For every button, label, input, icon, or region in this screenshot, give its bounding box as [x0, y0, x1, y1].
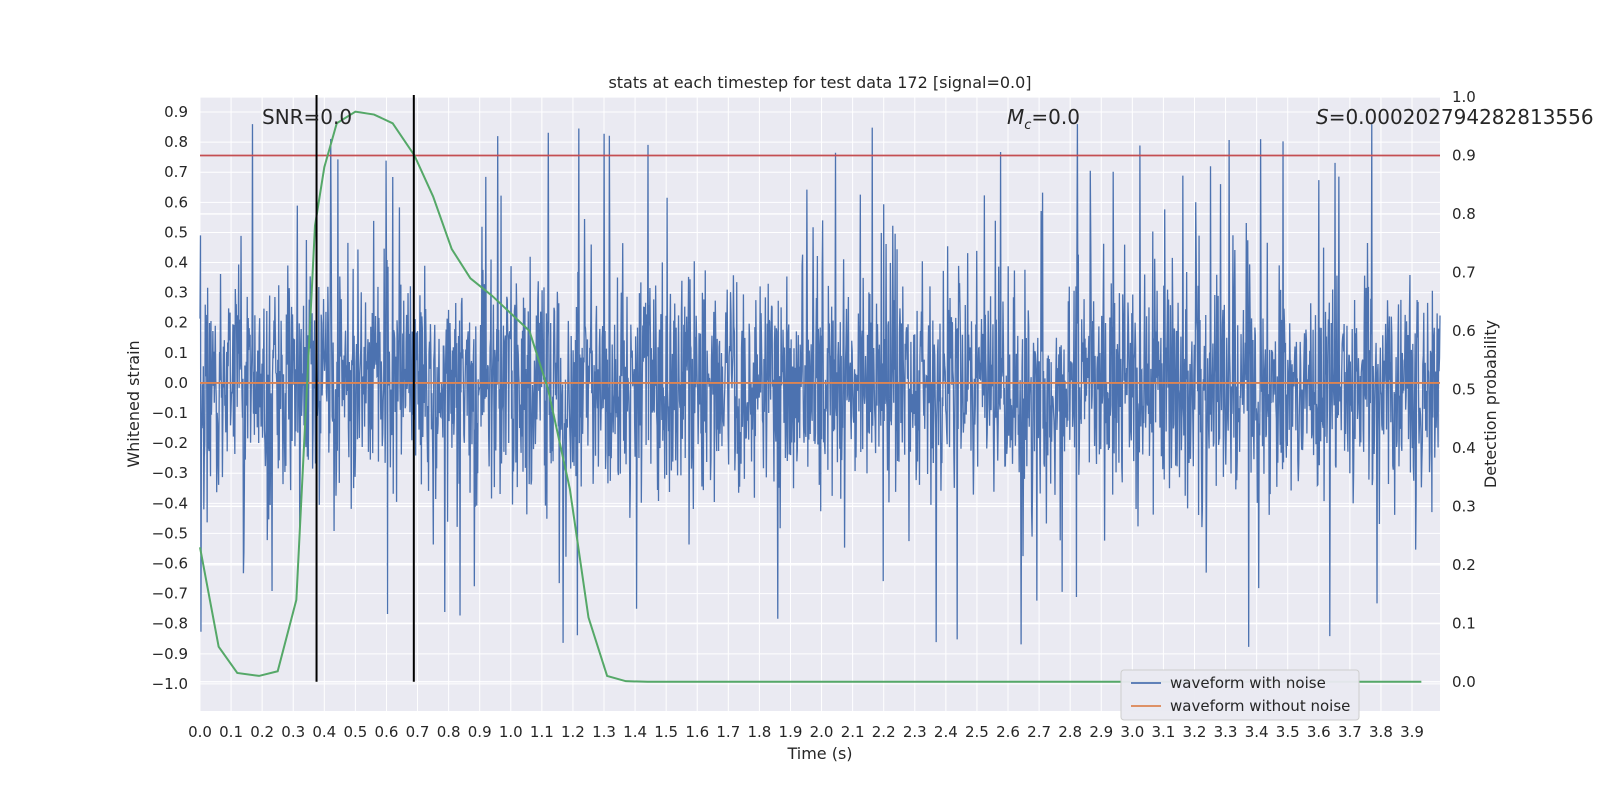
annotation-mc: Mc=0.0: [1007, 105, 1080, 133]
y-tick-label: −0.9: [152, 645, 188, 663]
y-tick-label: 0.0: [164, 374, 188, 392]
x-tick-label: 3.6: [1307, 723, 1331, 741]
y-tick-label: 0.7: [164, 163, 188, 181]
x-tick-label: 1.5: [654, 723, 678, 741]
x-tick-label: 1.2: [561, 723, 585, 741]
y-tick-label: −1.0: [152, 675, 188, 693]
x-tick-label: 1.8: [747, 723, 771, 741]
y-tick-label: 0.9: [164, 103, 188, 121]
y-tick-label: −0.2: [152, 434, 188, 452]
annotation-mc-symbol: M: [1007, 105, 1024, 129]
y-tick-label: −0.5: [152, 524, 188, 542]
series-waveform-with-noise: [199, 124, 1441, 647]
x-tick-label: 0.8: [437, 723, 461, 741]
y-tick-label: −0.1: [152, 404, 188, 422]
x-tick-label: 1.1: [530, 723, 554, 741]
y-right-tick-label: 0.4: [1452, 439, 1476, 457]
y-right-tick-label: 1.0: [1452, 88, 1476, 106]
y-tick-label: 0.8: [164, 133, 188, 151]
legend: waveform with noise waveform without noi…: [1120, 669, 1360, 721]
y-tick-label: 0.3: [164, 284, 188, 302]
y-right-tick-labels: 1.0 0.9 0.8 0.7 0.6 0.5 0.4 0.3 0.2 0.1 0.0: [1452, 88, 1476, 691]
y-tick-label: −0.4: [152, 494, 188, 512]
x-tick-label: 3.8: [1369, 723, 1393, 741]
annotation-s-value: =0.00020279428281355​6: [1329, 105, 1594, 129]
chart-title: stats at each timestep for test data 172…: [608, 73, 1031, 92]
x-axis-label: Time (s): [786, 744, 852, 763]
x-tick-label: 2.3: [903, 723, 927, 741]
y-tick-label: 0.5: [164, 223, 188, 241]
y-tick-label: −0.7: [152, 585, 188, 603]
y-right-tick-label: 0.9: [1452, 146, 1476, 164]
y-right-axis-label: Detection probability: [1481, 320, 1500, 488]
y-tick-label: 0.1: [164, 344, 188, 362]
x-tick-label: 1.0: [499, 723, 523, 741]
x-tick-label: 0.0: [188, 723, 212, 741]
x-tick-label: 0.7: [406, 723, 430, 741]
legend-box: [1120, 669, 1360, 721]
x-tick-label: 3.9: [1400, 723, 1424, 741]
y-tick-label: −0.3: [152, 464, 188, 482]
annotation-mc-sub: c: [1024, 118, 1031, 133]
x-tick-label: 0.9: [468, 723, 492, 741]
x-tick-label: 3.5: [1276, 723, 1300, 741]
y-tick-label: 0.6: [164, 193, 188, 211]
x-tick-label: 2.0: [810, 723, 834, 741]
x-tick-label: 0.2: [250, 723, 274, 741]
x-tick-label: 2.5: [965, 723, 989, 741]
x-tick-label: 2.1: [841, 723, 865, 741]
legend-entry-waveform-with-noise: waveform with noise: [1170, 674, 1326, 692]
x-tick-label: 2.9: [1089, 723, 1113, 741]
annotation-s: S=0.00020279428281355​6: [1316, 105, 1594, 129]
grid-lines: [199, 96, 1440, 711]
x-tick-label: 1.9: [779, 723, 803, 741]
annotation-mc-value: =0.0: [1031, 105, 1080, 129]
x-tick-label: 1.3: [592, 723, 616, 741]
y-right-tick-label: 0.2: [1452, 556, 1476, 574]
y-right-tick-label: 0.8: [1452, 205, 1476, 223]
y-tick-label: 0.4: [164, 254, 188, 272]
y-tick-label: −0.8: [152, 615, 188, 633]
annotation-s-symbol: S: [1316, 105, 1329, 129]
y-axis-label: Whitened strain: [124, 340, 143, 467]
x-tick-label: 0.1: [219, 723, 243, 741]
x-tick-label: 3.0: [1120, 723, 1144, 741]
x-tick-label: 3.7: [1338, 723, 1362, 741]
x-tick-label: 3.2: [1183, 723, 1207, 741]
x-tick-label: 3.3: [1214, 723, 1238, 741]
x-tick-label: 0.4: [312, 723, 336, 741]
x-tick-label: 3.4: [1245, 723, 1269, 741]
x-tick-label: 1.4: [623, 723, 647, 741]
legend-entry-waveform-without-noise: waveform without noise: [1170, 697, 1350, 715]
x-tick-label: 2.7: [1027, 723, 1051, 741]
x-tick-label: 0.3: [281, 723, 305, 741]
x-tick-label: 3.1: [1151, 723, 1175, 741]
vertical-markers: [315, 95, 415, 682]
y-tick-labels: 0.9 0.8 0.7 0.6 0.5 0.4 0.3 0.2 0.1 0.0 −0.1 −0.2 −0…: [152, 103, 188, 693]
annotation-snr: SNR=0.0: [262, 105, 352, 129]
y-right-tick-label: 0.3: [1452, 497, 1476, 515]
x-tick-label: 2.2: [872, 723, 896, 741]
x-tick-label: 0.5: [343, 723, 367, 741]
x-tick-labels: 0.0 0.1 0.2 0.3 0.4 0.5 0.6 0.7 0.8 0.9 1.0 1.1 1.2 1…: [188, 723, 1424, 741]
y-right-tick-label: 0.0: [1452, 673, 1476, 691]
y-tick-label: 0.2: [164, 314, 188, 332]
x-tick-label: 2.4: [934, 723, 958, 741]
waveform-with-noise-line: [199, 124, 1441, 647]
x-tick-label: 0.6: [375, 723, 399, 741]
x-tick-label: 2.8: [1058, 723, 1082, 741]
x-tick-label: 1.7: [716, 723, 740, 741]
x-tick-label: 2.6: [996, 723, 1020, 741]
y-right-tick-label: 0.6: [1452, 322, 1476, 340]
y-right-tick-label: 0.7: [1452, 263, 1476, 281]
y-right-tick-label: 0.5: [1452, 380, 1476, 398]
x-tick-label: 1.6: [685, 723, 709, 741]
y-right-tick-label: 0.1: [1452, 614, 1476, 632]
y-tick-label: −0.6: [152, 555, 188, 573]
